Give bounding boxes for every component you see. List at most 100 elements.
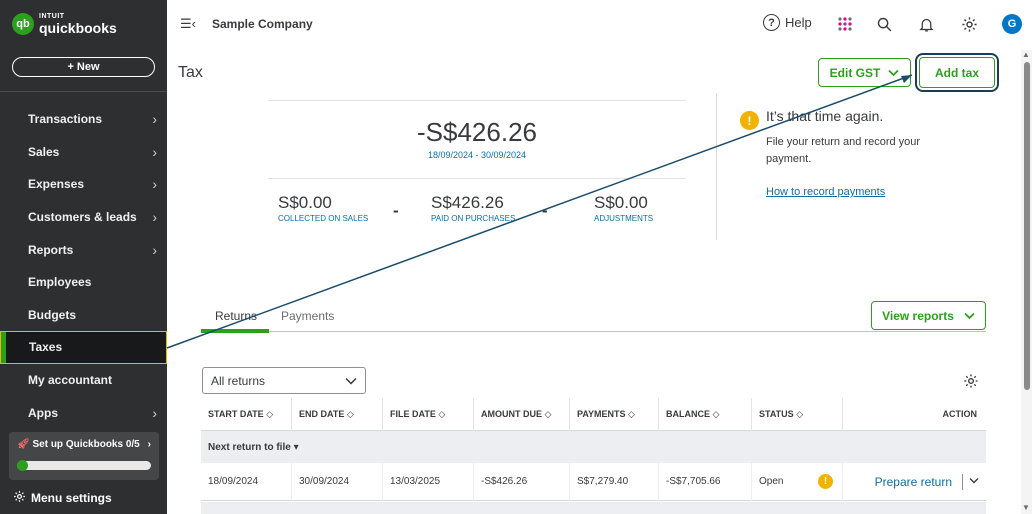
next-return-group-header[interactable]: Next return to file ▾ bbox=[201, 431, 986, 463]
sidebar-nav: Transactions › Sales › Expenses › Customers… bbox=[0, 103, 167, 429]
menu-settings-button[interactable]: Menu settings bbox=[13, 490, 112, 506]
prepare-return-link[interactable]: Prepare return bbox=[874, 474, 952, 489]
avatar[interactable]: G bbox=[1002, 14, 1022, 34]
sidebar-item-label: My accountant bbox=[28, 373, 113, 388]
sidebar-item-apps[interactable]: Apps › bbox=[0, 396, 167, 429]
chevron-right-icon: › bbox=[152, 404, 157, 421]
sidebar-item-reports[interactable]: Reports › bbox=[0, 233, 167, 266]
top-bar: ☰‹ Sample Company ? Help G bbox=[167, 0, 1032, 50]
table-settings-gear-icon[interactable] bbox=[963, 373, 979, 394]
sidebar-item-budgets[interactable]: Budgets bbox=[0, 299, 167, 332]
help-button[interactable]: ? Help bbox=[763, 14, 812, 31]
scroll-up-arrow-icon[interactable]: ▲ bbox=[1022, 50, 1030, 59]
returns-filter-value: All returns bbox=[211, 373, 266, 388]
logo-quickbooks-text: quickbooks bbox=[39, 20, 117, 36]
sidebar-item-expenses[interactable]: Expenses › bbox=[0, 168, 167, 201]
sidebar-item-sales[interactable]: Sales › bbox=[0, 136, 167, 169]
setup-quickbooks-card[interactable]: 🚀︎ Set up Quickbooks 0/5 › bbox=[9, 432, 159, 480]
setup-progress-fill bbox=[17, 460, 28, 471]
new-button[interactable]: + New bbox=[12, 57, 155, 77]
sidebar-item-label: Employees bbox=[28, 275, 92, 290]
column-header-action: ACTION bbox=[942, 409, 978, 419]
minus-sign: - bbox=[393, 201, 399, 220]
column-header-file-date[interactable]: FILE DATE ◇ bbox=[383, 397, 474, 431]
sidebar-item-transactions[interactable]: Transactions › bbox=[0, 103, 167, 136]
sidebar-item-my-accountant[interactable]: My accountant bbox=[0, 364, 167, 397]
tab-returns[interactable]: Returns bbox=[215, 309, 258, 323]
edit-gst-label: Edit GST bbox=[829, 65, 881, 80]
sort-icon: ◇ bbox=[712, 408, 720, 419]
table-row: 18/09/2024 30/09/2024 13/03/2025 -S$426.… bbox=[201, 462, 986, 501]
group-label: Next return to file bbox=[208, 441, 291, 453]
chevron-right-icon: › bbox=[152, 241, 157, 258]
sort-icon: ◇ bbox=[544, 408, 552, 419]
column-header-balance[interactable]: BALANCE ◇ bbox=[659, 397, 752, 431]
cell-start-date: 18/09/2024 bbox=[201, 462, 292, 501]
column-header-end-date[interactable]: END DATE ◇ bbox=[292, 397, 383, 431]
sidebar: qb INTUIT quickbooks + New Transactions ›… bbox=[0, 0, 167, 514]
sort-icon: ◇ bbox=[628, 408, 635, 419]
returns-filter-select[interactable]: All returns bbox=[202, 367, 366, 394]
collected-amount: S$0.00 bbox=[278, 193, 332, 212]
reminder-title: It’s that time again. bbox=[766, 108, 884, 124]
tax-period[interactable]: 18/09/2024 - 30/09/2024 bbox=[427, 150, 527, 160]
apps-grid-icon[interactable] bbox=[835, 14, 855, 34]
sort-icon: ◇ bbox=[796, 408, 804, 419]
sidebar-item-label: Reports bbox=[28, 242, 74, 257]
sidebar-item-label: Customers & leads bbox=[28, 210, 137, 225]
status-warning-icon: ! bbox=[818, 474, 833, 489]
chevron-down-icon bbox=[345, 374, 357, 388]
column-header-amount-due[interactable]: AMOUNT DUE ◇ bbox=[474, 397, 570, 431]
paid-label[interactable]: PAID ON PURCHASES bbox=[431, 214, 516, 223]
sidebar-item-taxes[interactable]: Taxes bbox=[0, 331, 167, 364]
sidebar-item-employees[interactable]: Employees bbox=[0, 266, 167, 299]
tab-payments[interactable]: Payments bbox=[281, 309, 335, 323]
how-to-record-payments-link[interactable]: How to record payments bbox=[766, 186, 886, 198]
page-title: Tax bbox=[178, 64, 203, 81]
logo-intuit-text: INTUIT bbox=[39, 13, 65, 20]
help-icon: ? bbox=[763, 14, 780, 31]
scrollbar-thumb[interactable] bbox=[1024, 62, 1030, 390]
sort-icon: ◇ bbox=[266, 408, 274, 419]
tax-amount-total: -S$426.26 bbox=[417, 117, 537, 147]
sidebar-item-label: Expenses bbox=[28, 177, 85, 192]
sidebar-item-label: Sales bbox=[28, 144, 60, 159]
settings-gear-icon[interactable] bbox=[959, 14, 979, 34]
adjustments-label[interactable]: ADJUSTMENTS bbox=[594, 214, 654, 223]
action-divider bbox=[962, 473, 963, 490]
cell-end-date: 30/09/2024 bbox=[292, 462, 383, 501]
edit-gst-button[interactable]: Edit GST bbox=[818, 58, 911, 87]
reminder-text: File your return and record your payment… bbox=[766, 136, 921, 165]
sidebar-item-customers-leads[interactable]: Customers & leads › bbox=[0, 201, 167, 234]
setup-label: 🚀︎ Set up Quickbooks 0/5 bbox=[17, 439, 140, 450]
column-header-start-date[interactable]: START DATE ◇ bbox=[201, 397, 292, 431]
adjustments-amount: S$0.00 bbox=[594, 193, 648, 212]
bell-icon[interactable] bbox=[916, 14, 936, 34]
scroll-down-arrow-icon[interactable]: ▼ bbox=[1022, 503, 1030, 512]
collapse-menu-icon[interactable]: ☰‹ bbox=[180, 16, 196, 31]
tabs-divider bbox=[201, 331, 986, 332]
table-row-partial bbox=[201, 502, 986, 514]
view-reports-button[interactable]: View reports bbox=[871, 301, 986, 330]
quickbooks-logo[interactable]: qb INTUIT quickbooks bbox=[12, 13, 117, 35]
cell-balance: -S$7,705.66 bbox=[659, 462, 752, 501]
column-header-payments[interactable]: PAYMENTS ◇ bbox=[570, 397, 659, 431]
cell-action: Prepare return bbox=[843, 463, 986, 501]
collected-label[interactable]: COLLECTED ON SALES bbox=[278, 214, 369, 223]
company-name: Sample Company bbox=[212, 17, 313, 31]
chevron-right-icon: › bbox=[152, 143, 157, 160]
cell-amount-due: -S$426.26 bbox=[474, 462, 570, 501]
sidebar-item-label: Apps bbox=[28, 405, 58, 420]
search-icon[interactable] bbox=[874, 14, 894, 34]
summary-vertical-divider bbox=[716, 93, 717, 240]
sidebar-item-label: Budgets bbox=[28, 307, 76, 322]
rocket-icon: 🚀︎ bbox=[17, 439, 30, 450]
help-label: Help bbox=[785, 15, 812, 30]
chevron-right-icon: › bbox=[147, 439, 151, 450]
add-tax-button[interactable]: Add tax bbox=[915, 53, 999, 92]
action-menu-chevron-icon[interactable] bbox=[969, 476, 979, 487]
menu-settings-label: Menu settings bbox=[31, 491, 112, 505]
column-header-status[interactable]: STATUS ◇ bbox=[752, 397, 843, 431]
returns-table: START DATE ◇ END DATE ◇ FILE DATE ◇ AMOU… bbox=[201, 397, 986, 501]
summary-top-divider bbox=[268, 100, 686, 101]
